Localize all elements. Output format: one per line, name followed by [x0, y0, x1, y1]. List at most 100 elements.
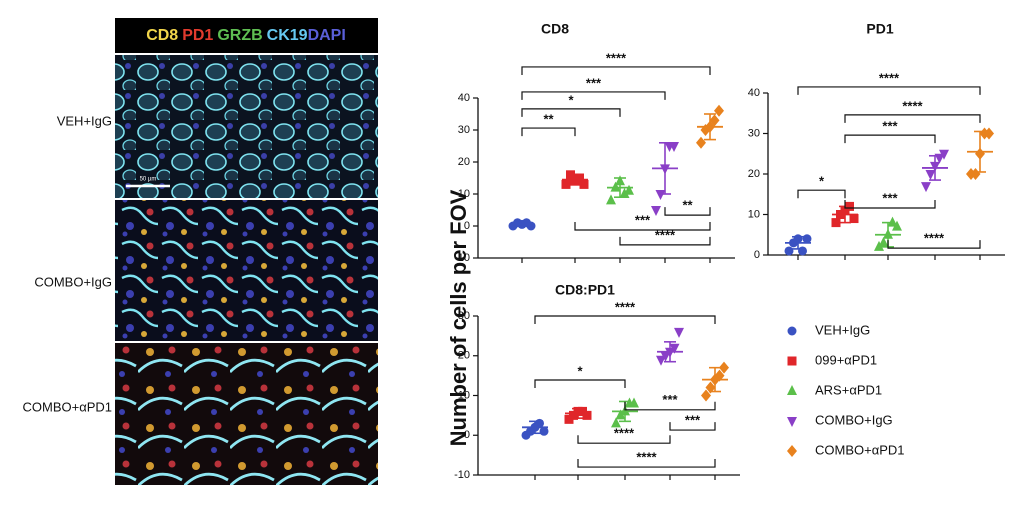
significance-bracket	[887, 240, 981, 249]
data-point	[705, 381, 716, 394]
row-label: COMBO+αPD1	[22, 399, 112, 414]
significance-label: *	[819, 174, 825, 189]
y-tick-label: -10	[454, 252, 470, 264]
chart-title: CD8	[541, 21, 569, 37]
legend-label: COMBO+αPD1	[815, 442, 905, 457]
significance-bracket	[534, 379, 626, 388]
significance-label: ***	[586, 75, 602, 90]
y-tick-label: 40	[748, 87, 760, 99]
data-point	[970, 168, 981, 180]
chart-title: PD1	[866, 21, 893, 37]
channel-name: DAPI	[308, 27, 346, 44]
micrograph	[115, 55, 378, 198]
y-tick-label: 10	[458, 389, 470, 401]
micrograph	[115, 200, 378, 341]
data-point	[878, 236, 889, 247]
data-point	[655, 190, 666, 200]
significance-bracket	[669, 422, 716, 431]
y-tick-label: 0	[754, 249, 760, 261]
significance-label: **	[682, 198, 693, 213]
significance-bracket	[574, 222, 711, 231]
significance-bracket	[577, 435, 671, 444]
legend-label: ARS+αPD1	[815, 382, 882, 397]
row-label: VEH+IgG	[57, 113, 112, 128]
chart: CD8-10010203040*******************Number…	[446, 21, 735, 446]
significance-bracket	[619, 236, 711, 246]
data-point	[674, 327, 684, 338]
legend-marker	[787, 326, 797, 336]
y-tick-label: 0	[464, 220, 470, 232]
significance-bracket	[797, 189, 846, 199]
channel-name: CD8	[146, 27, 178, 44]
scale-bar-label: 50 µm	[140, 177, 157, 183]
significance-bracket	[664, 207, 711, 216]
data-point	[831, 218, 841, 228]
significance-label: ****	[614, 426, 635, 441]
legend-marker	[787, 356, 797, 366]
significance-label: ***	[882, 190, 898, 205]
channel-header	[115, 18, 378, 53]
channel-name: CK19	[267, 27, 308, 44]
data-point	[798, 246, 807, 256]
significance-bracket	[521, 127, 576, 137]
legend-marker	[787, 445, 797, 457]
data-point	[651, 206, 661, 216]
significance-bracket	[844, 114, 981, 123]
significance-label: **	[543, 112, 554, 127]
data-point	[849, 214, 859, 224]
channel-name: PD1	[182, 27, 213, 44]
data-point	[615, 409, 626, 420]
significance-label: ****	[902, 98, 923, 113]
y-tick-label: 30	[458, 124, 470, 136]
data-point	[939, 149, 949, 160]
legend-marker	[787, 385, 797, 395]
data-point	[561, 179, 571, 189]
data-point	[714, 104, 724, 117]
significance-label: ****	[615, 299, 636, 314]
significance-bracket	[521, 108, 621, 117]
row-label: COMBO+IgG	[34, 274, 112, 289]
data-point	[719, 361, 729, 374]
significance-label: *	[577, 363, 583, 378]
significance-bracket	[624, 401, 716, 411]
significance-label: ****	[606, 50, 627, 65]
data-point	[887, 216, 898, 227]
significance-bracket	[534, 315, 716, 324]
micrograph	[115, 343, 378, 485]
significance-label: ***	[685, 413, 701, 428]
significance-label: ****	[655, 227, 676, 242]
data-point	[660, 351, 671, 362]
significance-label: ****	[879, 70, 900, 85]
chart-title: CD8:PD1	[555, 282, 615, 298]
y-tick-label: 40	[458, 92, 470, 104]
data-point	[656, 355, 666, 366]
data-point	[925, 170, 936, 180]
significance-label: ****	[924, 231, 945, 246]
data-point	[579, 179, 589, 189]
channel-legend: CD8 PD1 GRZB CK19DAPI	[146, 27, 346, 44]
data-point	[709, 114, 720, 127]
data-point	[669, 343, 680, 354]
significance-label: *	[568, 92, 574, 107]
y-tick-label: 30	[458, 310, 470, 322]
significance-label: ***	[882, 119, 898, 134]
data-point	[921, 182, 931, 193]
legend-label: VEH+IgG	[815, 322, 870, 337]
data-point	[669, 142, 679, 152]
data-point	[606, 194, 616, 205]
significance-label: ****	[636, 449, 657, 464]
significance-label: ***	[635, 212, 651, 227]
significance-bracket	[844, 134, 936, 144]
y-tick-label: 10	[748, 208, 760, 220]
data-point	[714, 369, 725, 382]
data-point	[701, 389, 711, 402]
data-point	[575, 173, 584, 183]
significance-bracket	[844, 200, 936, 209]
data-point	[619, 188, 630, 198]
y-tick-label: 20	[458, 350, 470, 362]
data-point	[611, 417, 621, 428]
data-point	[892, 220, 902, 231]
data-point	[802, 234, 812, 244]
y-tick-label: 30	[748, 127, 760, 139]
